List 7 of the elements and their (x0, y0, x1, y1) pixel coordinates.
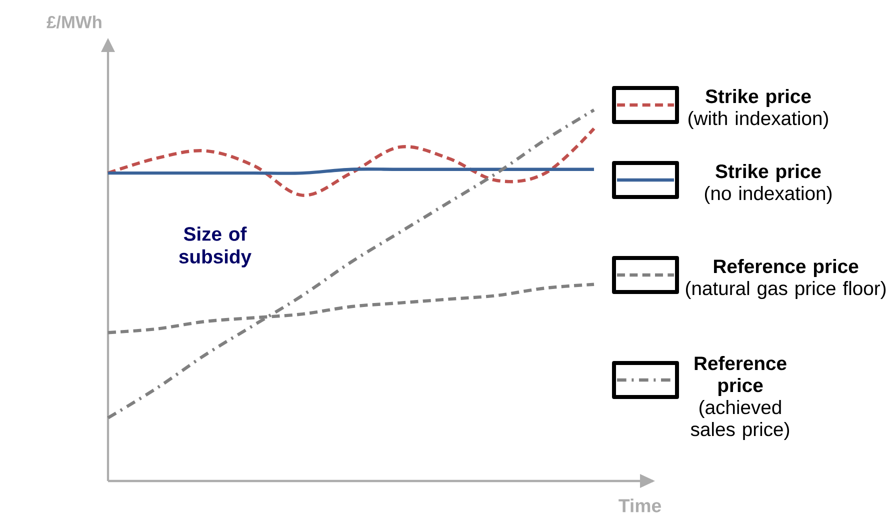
legend-label: Strike price (with indexation) (688, 88, 828, 130)
legend-label: Strike price (no indexation) (704, 164, 832, 204)
annotation: Size of subsidy (179, 226, 252, 268)
x-axis-title: Time (618, 498, 661, 512)
y-axis-title: £/MWh (46, 16, 102, 28)
legend-label: Reference price (achieved sales price) (690, 356, 790, 440)
legend-label: Reference price (natural gas price floor) (686, 258, 886, 300)
